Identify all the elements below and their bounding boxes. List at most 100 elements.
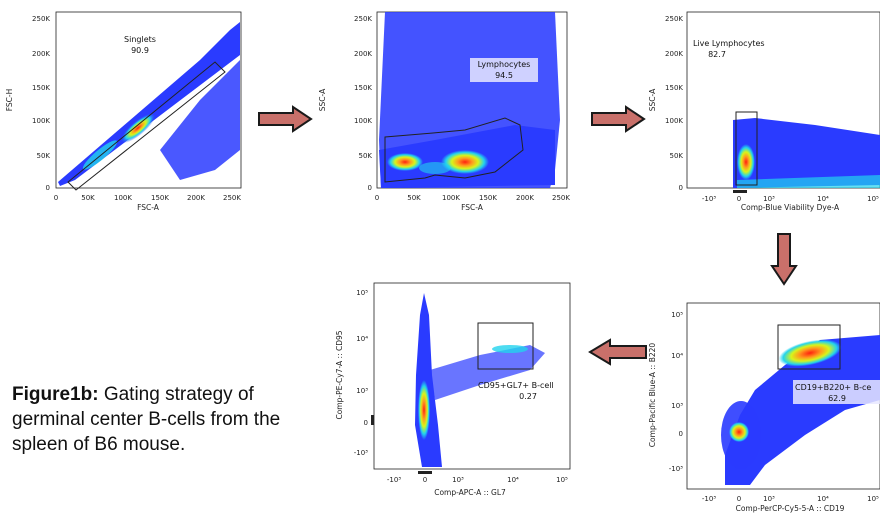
- x-tick: 150K: [479, 194, 497, 202]
- singlets-plot: Singlets 90.9 0 50K 100K 150K 200K 250K …: [0, 0, 250, 210]
- x-axis-label: Comp-PerCP-Cy5-5-A :: CD19: [736, 504, 845, 513]
- live-lymphocytes-plot: Live Lymphocytes 82.7 0 50K 100K 150K 20…: [645, 0, 880, 210]
- x-tick: -10³: [702, 195, 716, 203]
- density-peak: [737, 144, 755, 180]
- density-band: [419, 162, 451, 174]
- density-peak: [387, 153, 423, 171]
- y-tick: 150K: [32, 84, 50, 92]
- y-axis: -10³ 0 10³ 10⁴ 10⁵: [669, 311, 683, 473]
- x-tick: 10⁴: [817, 495, 829, 503]
- x-tick: 200K: [187, 194, 205, 202]
- x-tick: 200K: [516, 194, 534, 202]
- y-tick: 150K: [665, 84, 683, 92]
- x-tick: 10⁴: [507, 476, 519, 484]
- gate-name: Lymphocytes: [478, 60, 531, 69]
- x-axis-label: Comp-Blue Viability Dye-A: [741, 203, 840, 212]
- y-tick: 100K: [354, 117, 372, 125]
- y-tick: 10³: [356, 387, 368, 395]
- y-axis-label: FSC-H: [5, 89, 14, 112]
- y-tick: -10³: [354, 449, 368, 457]
- y-tick: 50K: [359, 152, 373, 160]
- x-axis-label: Comp-APC-A :: GL7: [434, 488, 506, 497]
- y-tick: 250K: [665, 15, 683, 23]
- gate-value: 0.27: [519, 392, 537, 401]
- gate-value: 94.5: [495, 71, 513, 80]
- y-axis-label: Comp-PE-Cy7-A :: CD95: [335, 330, 344, 419]
- x-axis: -10³ 0 10³ 10⁴ 10⁵: [702, 190, 879, 203]
- y-axis: 0 50K 100K 150K 200K 250K: [354, 15, 372, 192]
- y-tick: 0: [46, 184, 50, 192]
- bcells-plot-svg: CD19+B220+ B-ce 62.9 -10³ 0 10³ 10⁴ 10⁵ …: [645, 295, 880, 513]
- density-band: [492, 345, 528, 353]
- axis-marker: [733, 190, 747, 193]
- x-tick: 0: [54, 194, 58, 202]
- arrow-left-icon: [588, 338, 648, 366]
- x-tick: 50K: [407, 194, 421, 202]
- x-tick: 10³: [452, 476, 464, 484]
- x-tick: 150K: [151, 194, 169, 202]
- y-tick: 0: [364, 419, 368, 427]
- x-tick: -10³: [702, 495, 716, 503]
- x-tick: 100K: [114, 194, 132, 202]
- x-axis-label: FSC-A: [137, 203, 160, 212]
- gate-name: CD19+B220+ B-ce: [795, 383, 871, 392]
- gate-name: Live Lymphocytes: [693, 39, 765, 48]
- y-axis: 0 50K 100K 150K 200K 250K: [32, 15, 50, 192]
- y-tick: 10³: [671, 402, 683, 410]
- y-tick: 50K: [37, 152, 51, 160]
- x-tick: 100K: [442, 194, 460, 202]
- y-axis-label: SSC-A: [648, 88, 657, 111]
- x-tick: 250K: [223, 194, 241, 202]
- gate-name: Singlets: [124, 35, 156, 44]
- x-axis-label: FSC-A: [461, 203, 484, 212]
- gate-name: CD95+GL7+ B-cell: [478, 381, 554, 390]
- y-tick: 50K: [670, 152, 684, 160]
- density-peak: [729, 422, 749, 442]
- x-axis: 0 50K 100K 150K 200K 250K: [375, 194, 571, 202]
- arrow-right-icon: [590, 105, 646, 133]
- y-tick: 100K: [32, 117, 50, 125]
- x-tick: 0: [375, 194, 379, 202]
- arrow-right-icon: [257, 105, 313, 133]
- y-tick: 0: [368, 184, 372, 192]
- y-tick: 200K: [665, 50, 683, 58]
- x-axis: 0 50K 100K 150K 200K 250K: [54, 194, 242, 202]
- x-tick: 10³: [763, 195, 775, 203]
- y-tick: 100K: [665, 117, 683, 125]
- y-tick: 10⁵: [356, 289, 368, 297]
- x-tick: 50K: [81, 194, 95, 202]
- x-axis: -10³ 0 10³ 10⁴ 10⁵: [387, 471, 568, 484]
- gate-value: 82.7: [708, 50, 726, 59]
- y-tick: 0: [679, 430, 683, 438]
- y-tick: 200K: [354, 50, 372, 58]
- x-tick: -10³: [387, 476, 401, 484]
- y-axis-label: SSC-A: [318, 88, 327, 111]
- x-tick: 0: [423, 476, 427, 484]
- axis-marker: [418, 471, 432, 474]
- y-tick: 250K: [32, 15, 50, 23]
- y-tick: 10⁴: [356, 335, 368, 343]
- gate-value: 62.9: [828, 394, 846, 403]
- y-axis: 0 50K 100K 150K 200K 250K: [665, 15, 683, 192]
- x-tick: 10⁵: [556, 476, 568, 484]
- y-tick: 200K: [32, 50, 50, 58]
- y-axis: -10³ 0 10³ 10⁴ 10⁵: [354, 289, 374, 457]
- caption-label: Figure1b:: [12, 384, 99, 405]
- gc-bcells-plot: CD95+GL7+ B-cell 0.27 -10³ 0 10³ 10⁴ 10⁵…: [330, 275, 580, 500]
- y-tick: 250K: [354, 15, 372, 23]
- singlets-plot-svg: Singlets 90.9 0 50K 100K 150K 200K 250K …: [0, 0, 250, 210]
- x-tick: 10⁵: [867, 195, 879, 203]
- x-tick: 0: [737, 195, 741, 203]
- x-tick: 10⁴: [817, 195, 829, 203]
- x-tick: 10³: [763, 495, 775, 503]
- arrow-down-icon: [770, 232, 798, 286]
- x-tick: 0: [737, 495, 741, 503]
- gate-value: 90.9: [131, 46, 149, 55]
- axis-marker: [371, 415, 374, 425]
- gc-plot-svg: CD95+GL7+ B-cell 0.27 -10³ 0 10³ 10⁴ 10⁵…: [330, 275, 580, 500]
- lymphocytes-plot-svg: Lymphocytes 94.5 0 50K 100K 150K 200K 25…: [315, 0, 580, 210]
- x-axis: -10³ 0 10³ 10⁴ 10⁵: [702, 495, 879, 503]
- y-tick: 0: [679, 184, 683, 192]
- y-axis-label: Comp-Pacific Blue-A :: B220: [648, 343, 657, 448]
- live-plot-svg: Live Lymphocytes 82.7 0 50K 100K 150K 20…: [645, 0, 880, 210]
